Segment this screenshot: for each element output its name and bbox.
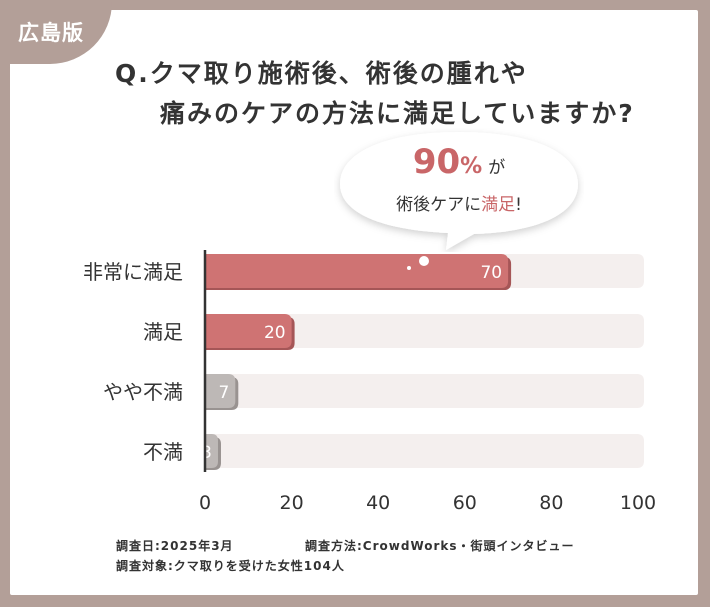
x-tick-label-1: 20	[280, 492, 304, 514]
bar-chart-plot: 70 非常に満足 20 満足 7 やや不満 3 不満 0 20 40 60 80 100	[83, 250, 656, 514]
survey-date-note: 調査日:2025年3月	[116, 539, 234, 553]
category-label-0: 非常に満足	[83, 260, 183, 284]
region-tag-label: 広島版	[18, 21, 84, 45]
sparkle-dot-large	[419, 256, 429, 266]
callout-percent: 90% が	[334, 142, 584, 182]
x-tick-label-0: 0	[199, 492, 211, 514]
bar-track-2	[205, 374, 644, 408]
callout-subtext: 術後ケアに満足!	[334, 190, 584, 215]
x-tick-label-4: 80	[539, 492, 563, 514]
survey-method-note: 調査方法:CrowdWorks・街頭インタビュー	[305, 539, 575, 553]
callout-bubble-shape	[340, 132, 578, 250]
x-tick-label-5: 100	[620, 492, 656, 514]
callout-sub-prefix: 術後ケアに	[396, 195, 482, 215]
bar-0	[205, 254, 509, 288]
bar-1	[205, 314, 292, 348]
category-label-1: 満足	[143, 320, 183, 344]
callout-sub-highlight: 満足	[481, 195, 516, 215]
callout-bubble: 90% が 術後ケアに満足!	[334, 128, 584, 252]
bar-value-label-1: 20	[264, 323, 286, 343]
chart-card	[10, 10, 698, 595]
callout-percent-value: 90	[412, 142, 461, 182]
bar-3	[205, 434, 218, 468]
category-label-3: 不満	[143, 440, 183, 464]
callout-sub-suffix: !	[515, 195, 522, 215]
category-label-2: やや不満	[103, 380, 183, 404]
bar-track-1	[205, 314, 644, 348]
x-tick-label-3: 60	[453, 492, 477, 514]
bar-track-3	[205, 434, 644, 468]
x-tick-label-2: 40	[366, 492, 390, 514]
survey-target-note: 調査対象:クマ取りを受けた女性104人	[116, 559, 345, 573]
sparkle-dot-small	[407, 266, 411, 270]
bar-value-label-0: 70	[480, 263, 502, 283]
bar-value-label-2: 7	[218, 383, 229, 403]
callout-percent-tail: が	[488, 158, 506, 178]
callout-percent-suffix: %	[460, 154, 483, 179]
bar-value-label-3: 3	[201, 443, 212, 463]
chart-title-line2: 痛みのケアの方法に満足していますか?	[160, 99, 635, 128]
chart-title-line1: Q.クマ取り施術後、術後の腫れや	[115, 59, 528, 88]
bar-2	[205, 374, 236, 408]
